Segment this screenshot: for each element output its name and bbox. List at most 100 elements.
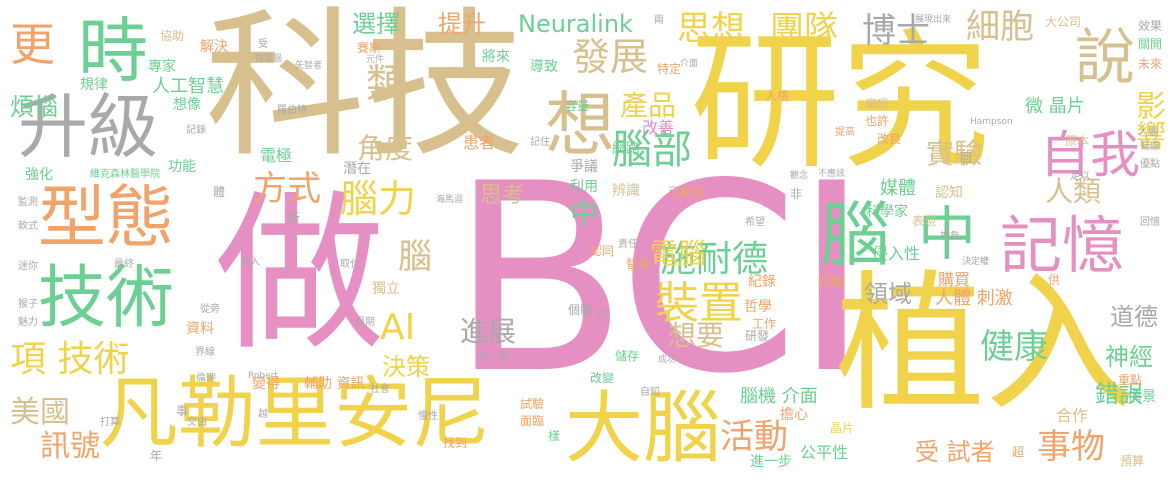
cloud-word: 煩惱	[10, 93, 58, 121]
cloud-word: 規律	[80, 77, 108, 93]
cloud-word: 型態	[38, 179, 175, 258]
cloud-word: 團隊	[770, 9, 838, 49]
cloud-word: 利用	[570, 179, 598, 195]
cloud-word: 受	[258, 39, 268, 50]
cloud-word: 晶片	[830, 421, 855, 435]
cloud-word: 細胞	[966, 7, 1034, 47]
cloud-word: 元件	[366, 55, 385, 65]
cloud-word: 維克森林醫學院	[90, 169, 160, 180]
cloud-word: 工作	[752, 317, 777, 331]
cloud-word: 矢智者	[295, 61, 323, 71]
cloud-word: 時	[78, 10, 148, 92]
cloud-word: 海馬迴	[436, 195, 464, 205]
cloud-word: 自我	[1040, 126, 1140, 184]
cloud-word: 微電腦	[255, 54, 283, 64]
cloud-word: 強化	[25, 167, 53, 183]
cloud-word: 項 技術	[10, 339, 130, 380]
cloud-word: 人工智慧	[152, 76, 224, 97]
cloud-word: 觀念	[790, 171, 809, 181]
cloud-word: 社會	[370, 384, 390, 395]
cloud-word: 原本	[1065, 134, 1090, 148]
cloud-word: 最終	[114, 259, 134, 270]
cloud-word: 不應該	[818, 169, 846, 179]
cloud-word: 取代	[340, 259, 360, 270]
cloud-word: 類	[359, 62, 405, 102]
cloud-word: 腦部	[612, 127, 692, 173]
cloud-word: 年	[150, 449, 163, 463]
cloud-word: 活動	[720, 417, 788, 457]
cloud-word: 慢性	[418, 411, 438, 422]
cloud-word: 事	[176, 404, 189, 418]
cloud-word: 找到	[443, 436, 468, 450]
cloud-word: 想像	[173, 97, 201, 113]
cloud-word: 道德	[1110, 303, 1158, 331]
cloud-word: 提高	[835, 127, 855, 138]
cloud-word: 也許	[865, 114, 890, 128]
cloud-word: 輔助 資訊	[304, 376, 365, 392]
cloud-word: 更	[10, 18, 56, 71]
cloud-word: 倫理	[196, 373, 216, 384]
cloud-word: 介面	[680, 59, 699, 69]
cloud-word: 容量	[565, 99, 590, 113]
cloud-word: 樣	[548, 429, 561, 443]
cloud-word: 電腦	[650, 237, 707, 270]
cloud-word: 特定	[657, 62, 682, 76]
cloud-word: 未來	[1138, 57, 1163, 71]
cloud-word: 影響	[1130, 90, 1165, 150]
cloud-word: 植入	[835, 258, 1136, 432]
cloud-word: 改良	[877, 132, 902, 146]
cloud-word: 回憶	[1140, 217, 1160, 228]
cloud-word: 迷你	[18, 261, 38, 272]
cloud-word: 打算	[100, 417, 120, 428]
cloud-word: 監測	[18, 197, 38, 208]
cloud-word: 魅力	[18, 317, 38, 328]
cloud-word: 研發	[745, 329, 770, 343]
cloud-word: 科技	[205, 0, 526, 179]
cloud-word: 事物	[1037, 427, 1105, 467]
cloud-word: 中	[918, 200, 977, 268]
cloud-word: 認知	[935, 185, 963, 201]
cloud-word: 記住	[530, 137, 550, 148]
cloud-word: 寫入	[240, 257, 260, 268]
cloud-word: 潛在	[343, 161, 371, 177]
cloud-word: 腦	[820, 194, 890, 276]
cloud-word: 思想	[677, 9, 745, 49]
cloud-word: 責任	[618, 239, 638, 250]
cloud-word: 猴子	[18, 299, 38, 310]
cloud-word: 進展	[460, 315, 517, 348]
cloud-word: 重點	[1118, 373, 1143, 387]
cloud-word: 侵入性	[872, 244, 921, 263]
cloud-word: AI	[380, 307, 416, 348]
cloud-word: 思考	[480, 183, 525, 208]
cloud-word: 產品	[620, 89, 677, 122]
cloud-word: 公平性	[800, 443, 849, 462]
cloud-word: 從旁	[200, 304, 220, 315]
cloud-word: 決定權	[962, 257, 990, 267]
cloud-word: 角度	[357, 132, 414, 165]
cloud-word: 界線	[195, 347, 215, 358]
cloud-word: BCI	[450, 129, 870, 431]
cloud-word: 抱負	[940, 231, 960, 242]
cloud-word: 進一步	[750, 454, 792, 470]
cloud-word: 短期	[355, 317, 375, 328]
cloud-word: 個體	[568, 303, 593, 317]
cloud-word: 足以	[1070, 171, 1090, 182]
cloud-word: 技術	[38, 259, 175, 338]
cloud-word: 決策	[382, 353, 430, 381]
cloud-word: 獨立	[372, 281, 400, 297]
cloud-word: 微 晶片	[1025, 96, 1085, 117]
cloud-word: Neuralink	[518, 10, 633, 38]
cloud-word: 改善	[642, 118, 675, 137]
cloud-word: 功能	[168, 159, 196, 175]
cloud-word: 體	[213, 185, 226, 199]
cloud-word: 新	[288, 211, 301, 225]
cloud-word: 情景	[1128, 389, 1156, 405]
cloud-word: 博士	[862, 11, 930, 51]
cloud-word: 想	[545, 84, 615, 166]
cloud-word: 供	[1048, 273, 1061, 287]
cloud-word: 步	[598, 309, 608, 320]
cloud-word: 美國	[10, 395, 70, 430]
cloud-word: 希望	[745, 217, 765, 228]
cloud-word: 中	[570, 197, 599, 230]
cloud-word: 研究	[690, 16, 991, 190]
